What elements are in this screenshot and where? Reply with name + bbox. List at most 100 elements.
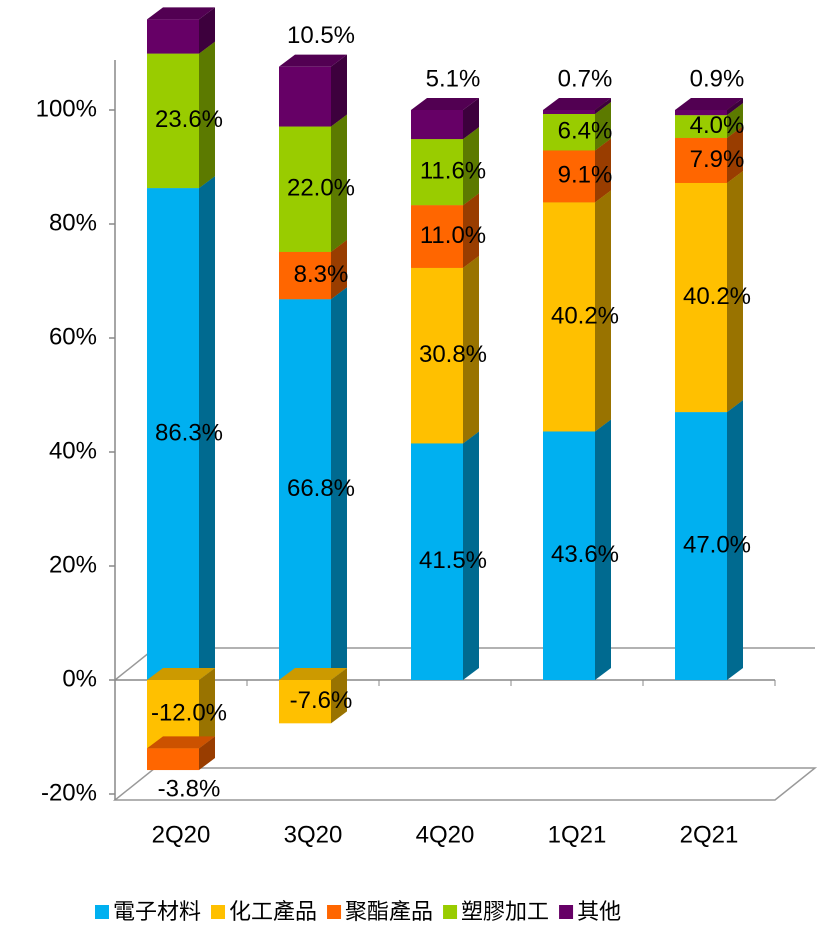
data-label: 4.0% [690, 112, 745, 139]
bar-side [463, 127, 479, 206]
bar [279, 680, 331, 724]
bar-side [463, 431, 479, 680]
bar [411, 443, 463, 680]
data-label: 23.6% [155, 106, 223, 133]
data-label: 86.3% [155, 419, 223, 446]
x-tick-label: 1Q21 [548, 821, 607, 848]
bar [147, 19, 199, 54]
bar-side [199, 176, 215, 680]
y-tick-label: 100% [36, 95, 97, 122]
x-tick-label: 2Q20 [152, 821, 211, 848]
bar [543, 150, 595, 203]
bar-side [595, 419, 611, 680]
bar-side [727, 170, 743, 413]
data-label: 5.1% [426, 65, 481, 92]
y-tick-label: 20% [49, 551, 97, 578]
data-label: 11.6% [420, 157, 486, 184]
bar-top [543, 98, 611, 110]
bar [543, 202, 595, 432]
data-label: -12.0% [151, 700, 227, 727]
bar [279, 299, 331, 680]
bar [279, 251, 331, 300]
bar [675, 182, 727, 413]
legend-swatch [95, 905, 109, 919]
bar-side [727, 103, 743, 138]
data-label: 6.0% [162, 0, 217, 2]
y-tick-label: 0% [62, 665, 97, 692]
data-label: 9.1% [558, 162, 613, 189]
bar-side [331, 114, 347, 252]
bar-side [727, 98, 743, 116]
bar-side [595, 190, 611, 432]
data-label: 41.5% [419, 547, 487, 574]
bar-side [331, 287, 347, 680]
x-tick-label: 2Q21 [680, 821, 739, 848]
legend-swatch [327, 905, 342, 919]
data-label: 10.5% [287, 22, 355, 49]
data-label: 8.3% [294, 261, 349, 288]
bar-side [331, 239, 347, 300]
bar [675, 115, 727, 138]
bar [411, 139, 463, 206]
x-tick-label: 4Q20 [416, 821, 475, 848]
data-label: 22.0% [287, 175, 355, 202]
legend-label: 聚酯產品 [345, 900, 433, 925]
data-label: 0.9% [690, 65, 745, 92]
bar [543, 431, 595, 680]
legend-label: 塑膠加工 [461, 900, 549, 925]
data-label: 0.7% [558, 65, 613, 92]
bar-top [279, 668, 347, 680]
legend-label: 其他 [577, 900, 621, 925]
data-label: 40.2% [683, 283, 751, 310]
data-label: 40.2% [551, 302, 619, 329]
bar-side [595, 138, 611, 203]
data-label: 43.6% [551, 541, 619, 568]
y-tick-label: 40% [49, 437, 97, 464]
bar [147, 748, 199, 771]
bar-side [199, 736, 215, 771]
bar-side [199, 7, 215, 54]
bar [675, 412, 727, 680]
data-label: 47.0% [683, 531, 751, 558]
bar [411, 267, 463, 444]
bar [411, 205, 463, 268]
bar [675, 110, 727, 116]
legend-swatch [211, 905, 226, 919]
data-label: 7.9% [690, 146, 745, 173]
bar-side [199, 668, 215, 749]
bar-side [463, 193, 479, 268]
bar-side [595, 101, 611, 151]
data-label: 66.8% [287, 475, 355, 502]
legend-swatch [443, 905, 458, 919]
bar-top [147, 7, 215, 20]
legend-label: 電子材料 [113, 900, 201, 925]
bar [147, 188, 199, 680]
data-label: 11.0% [420, 222, 486, 249]
bar-side [199, 41, 215, 189]
bar-top [279, 54, 347, 67]
bar-top [147, 736, 215, 749]
bar [279, 66, 331, 127]
bar [147, 53, 199, 189]
bar [411, 110, 463, 140]
bar-side [331, 54, 347, 127]
floor [112, 767, 818, 801]
bar-side [463, 98, 479, 140]
legend-swatch [559, 905, 574, 919]
bar [543, 113, 595, 151]
y-tick-label: 80% [49, 209, 97, 236]
bar [279, 126, 331, 252]
bar-side [727, 400, 743, 680]
bar-top [411, 98, 479, 110]
data-label: 30.8% [419, 341, 487, 368]
legend-label: 化工產品 [229, 900, 317, 925]
y-tick-label: -20% [41, 779, 97, 806]
bar-side [331, 668, 347, 724]
data-label: 6.4% [558, 118, 613, 145]
bar-top [147, 668, 215, 680]
bar-top [675, 98, 743, 110]
bar [543, 110, 595, 114]
y-tick-label: 60% [49, 323, 97, 350]
bar-side [727, 125, 743, 183]
bar-side [595, 98, 611, 114]
